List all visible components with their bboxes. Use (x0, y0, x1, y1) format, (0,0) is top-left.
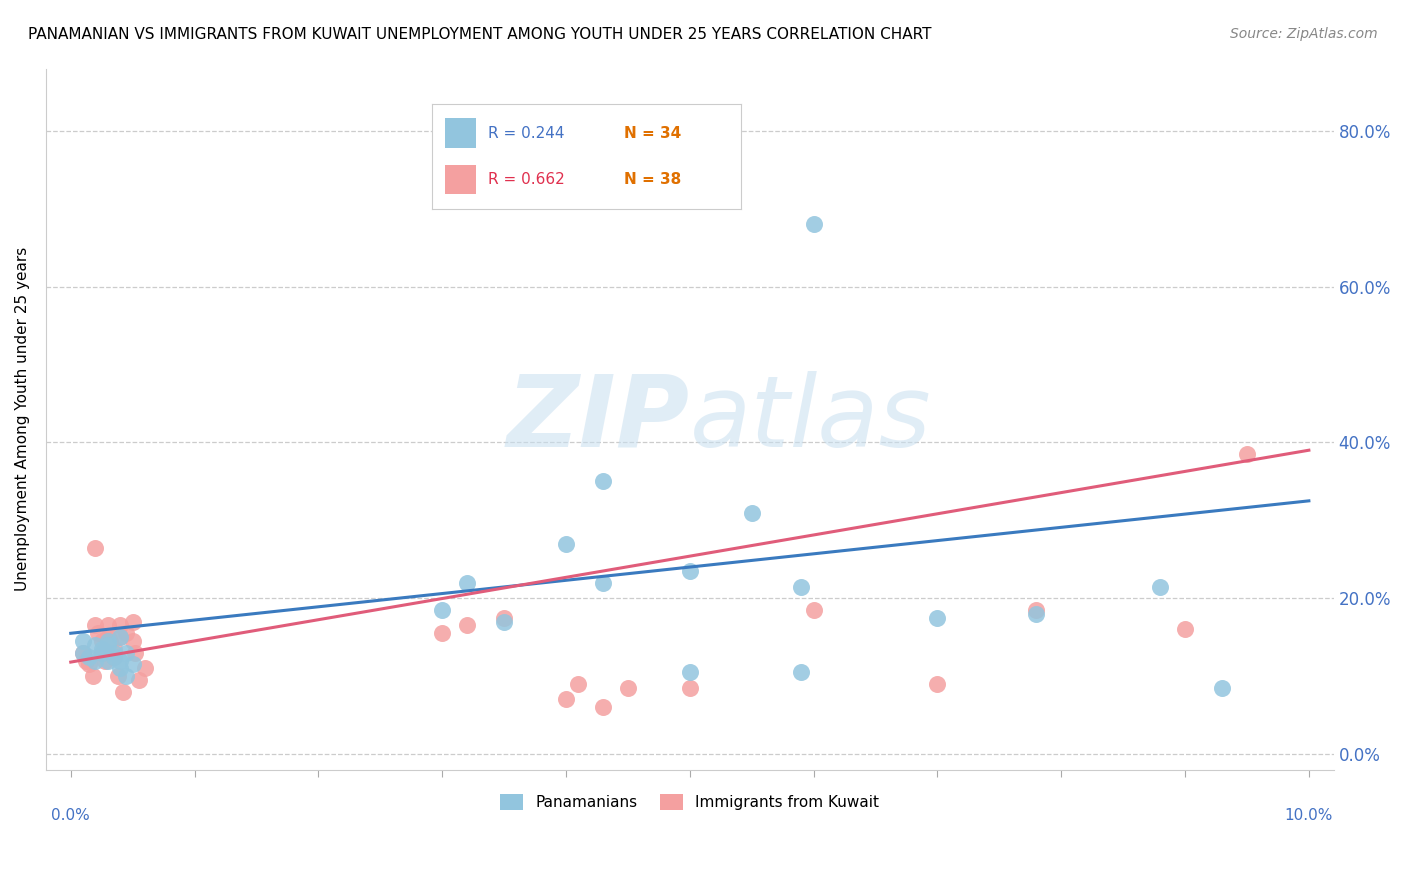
Point (90, 646, 112, 660)
Point (555, 692, 578, 706)
Point (97, 638, 120, 652)
Point (72, 646, 94, 660)
Point (90, 641, 112, 656)
Point (1025, 603, 1047, 617)
Point (1149, 580, 1171, 594)
Point (741, 506, 763, 520)
Point (111, 684, 134, 698)
Point (94, 654, 117, 668)
Text: ZIP: ZIP (506, 370, 690, 467)
Point (128, 673, 150, 687)
Point (84, 618, 107, 632)
Point (592, 475, 614, 489)
Point (90, 646, 112, 660)
Point (90, 634, 112, 648)
Point (121, 615, 143, 629)
Point (592, 575, 614, 590)
Point (430, 603, 453, 617)
Point (110, 630, 132, 644)
Point (679, 665, 702, 680)
Point (567, 677, 589, 691)
Point (84, 541, 107, 555)
Point (115, 646, 138, 660)
Point (84, 654, 107, 668)
Point (494, 615, 516, 629)
Point (679, 681, 702, 695)
Point (121, 657, 143, 672)
Point (790, 665, 813, 680)
Text: 10.0%: 10.0% (1285, 808, 1333, 823)
Point (103, 649, 125, 664)
Point (494, 610, 516, 624)
Point (617, 681, 640, 695)
Point (1236, 447, 1258, 461)
Point (456, 575, 478, 590)
Point (1025, 607, 1047, 621)
Point (82, 669, 104, 683)
Point (927, 610, 949, 624)
Point (927, 677, 949, 691)
Point (97, 654, 120, 668)
Text: 0.0%: 0.0% (52, 808, 90, 823)
Point (110, 661, 132, 675)
Point (87, 626, 110, 640)
Point (97, 630, 120, 644)
Point (124, 646, 146, 660)
Point (679, 564, 702, 578)
Legend: Panamanians, Immigrants from Kuwait: Panamanians, Immigrants from Kuwait (492, 787, 887, 818)
Point (103, 641, 125, 656)
Point (79, 649, 101, 664)
Y-axis label: Unemployment Among Youth under 25 years: Unemployment Among Youth under 25 years (15, 247, 30, 591)
Point (103, 649, 125, 664)
Point (790, 580, 813, 594)
Point (115, 669, 138, 683)
Point (115, 626, 138, 640)
Point (134, 661, 156, 675)
Point (803, 217, 825, 231)
Point (84, 638, 107, 652)
Point (803, 603, 825, 617)
Point (97, 618, 120, 632)
Point (97, 634, 120, 648)
Point (121, 634, 143, 648)
Point (75, 654, 97, 668)
Point (103, 646, 125, 660)
Text: Source: ZipAtlas.com: Source: ZipAtlas.com (1230, 27, 1378, 41)
Text: PANAMANIAN VS IMMIGRANTS FROM KUWAIT UNEMPLOYMENT AMONG YOUTH UNDER 25 YEARS COR: PANAMANIAN VS IMMIGRANTS FROM KUWAIT UNE… (28, 27, 932, 42)
Point (72, 634, 94, 648)
Point (72, 646, 94, 660)
Point (592, 700, 614, 714)
Point (107, 669, 129, 683)
Point (110, 630, 132, 644)
Point (1211, 681, 1233, 695)
Point (456, 618, 478, 632)
Point (555, 537, 578, 551)
Point (1174, 623, 1197, 637)
Text: atlas: atlas (690, 370, 931, 467)
Point (79, 657, 101, 672)
Point (430, 626, 453, 640)
Point (110, 618, 132, 632)
Point (110, 654, 132, 668)
Point (98, 634, 121, 648)
